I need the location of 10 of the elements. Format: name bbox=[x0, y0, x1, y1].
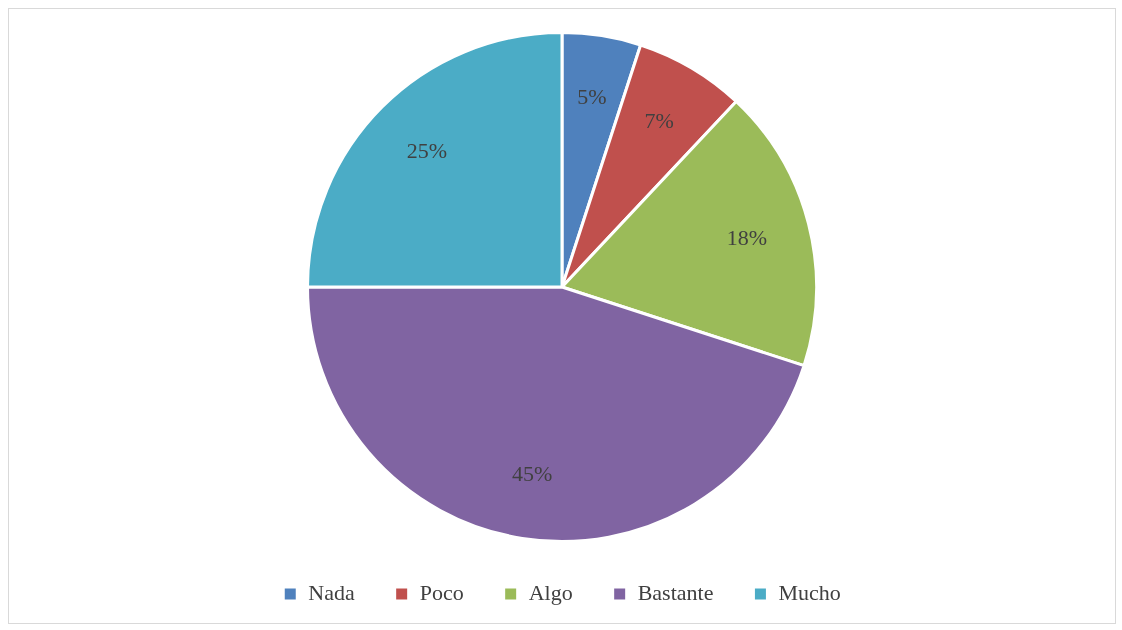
legend-label: Nada bbox=[308, 579, 355, 605]
legend-label: Poco bbox=[419, 579, 464, 605]
data-label: 25% bbox=[406, 137, 448, 163]
data-label: 18% bbox=[726, 225, 768, 251]
data-label: 45% bbox=[511, 461, 553, 487]
legend-label: Algo bbox=[528, 579, 573, 605]
data-label: 7% bbox=[644, 108, 674, 134]
legend-label: Bastante bbox=[637, 579, 714, 605]
data-label: 5% bbox=[577, 84, 607, 110]
legend-label: Mucho bbox=[778, 579, 841, 605]
